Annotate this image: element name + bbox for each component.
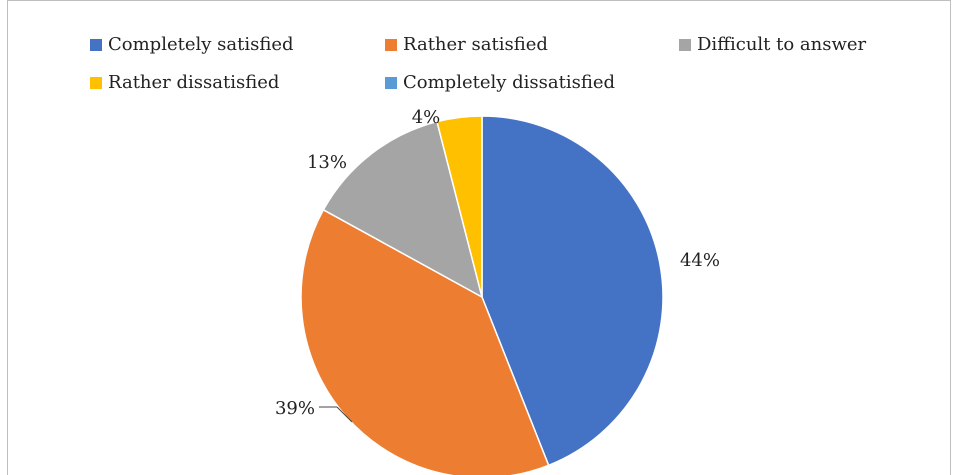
legend-label-difficult-to-answer: Difficult to answer: [697, 34, 867, 55]
data-label-rather-dissatisfied: 4%: [412, 107, 441, 128]
legend-label-completely-satisfied: Completely satisfied: [108, 34, 294, 55]
legend-label-rather-dissatisfied: Rather dissatisfied: [108, 72, 280, 93]
legend-swatch-rather-satisfied: [385, 38, 397, 51]
legend-swatch-completely-dissatisfied: [385, 76, 397, 89]
data-label-rather-satisfied: 39%: [275, 398, 315, 419]
chart-frame: [7, 0, 951, 475]
legend-item-rather-dissatisfied: Rather dissatisfied: [90, 72, 279, 93]
legend-swatch-difficult-to-answer: [679, 38, 691, 51]
pie-slice-rather-dissatisfied: [436, 115, 483, 298]
legend-swatch-completely-satisfied: [90, 38, 102, 51]
legend-item-completely-satisfied: Completely satisfied: [90, 34, 294, 55]
data-label-difficult-to-answer: 13%: [307, 152, 347, 173]
legend-item-difficult-to-answer: Difficult to answer: [679, 34, 866, 55]
leader-line-rather-satisfied-bend: [336, 406, 353, 423]
pie-slices: [300, 115, 664, 475]
legend-item-completely-dissatisfied: Completely dissatisfied: [385, 72, 615, 93]
legend-label-rather-satisfied: Rather satisfied: [403, 34, 548, 55]
data-label-completely-satisfied: 44%: [680, 250, 720, 271]
pie-slice-completely-satisfied: [481, 115, 664, 467]
pie-slice-difficult-to-answer: [322, 120, 484, 299]
legend-label-completely-dissatisfied: Completely dissatisfied: [403, 72, 616, 93]
legend-item-rather-satisfied: Rather satisfied: [385, 34, 548, 55]
legend-swatch-rather-dissatisfied: [90, 76, 102, 89]
